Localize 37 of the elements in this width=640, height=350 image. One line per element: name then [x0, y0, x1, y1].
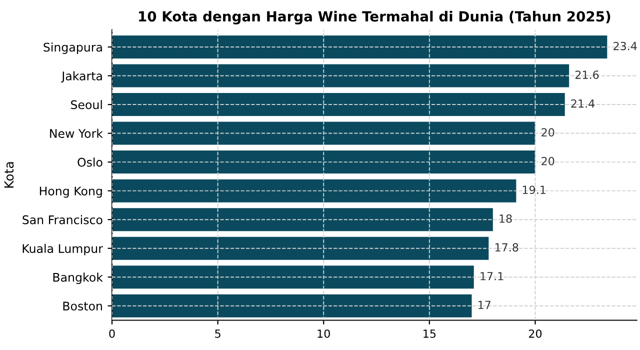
- y-axis-title: Kota: [4, 162, 14, 188]
- bar: [112, 122, 536, 145]
- bar: [112, 266, 474, 289]
- bar: [112, 294, 472, 318]
- bar: [112, 93, 565, 116]
- x-tick-label: 0: [109, 329, 115, 338]
- y-tick-label: San Francisco: [22, 215, 102, 224]
- data-label: 17.1: [480, 272, 504, 280]
- y-tick-label: Oslo: [78, 158, 102, 167]
- data-label: 20: [542, 128, 554, 137]
- y-tick-label: New York: [50, 128, 103, 138]
- bar: [112, 208, 493, 232]
- bar: [112, 179, 516, 202]
- data-label: 23.4: [614, 42, 637, 50]
- data-label: 17: [478, 300, 490, 309]
- data-label: 17.8: [495, 243, 518, 252]
- bar: [112, 64, 570, 88]
- chart-title: 10 Kota dengan Harga Wine Termahal di Dunia (Tahun 2025): [139, 10, 610, 24]
- x-tick-label: 20: [528, 329, 542, 338]
- y-tick-label: Seoul: [71, 100, 102, 110]
- data-label: 18: [500, 214, 512, 223]
- y-tick-label: Jakarta: [61, 71, 102, 83]
- y-tick-label: Bangkok: [53, 272, 103, 284]
- data-label: 21.4: [571, 99, 595, 108]
- y-tick-label: Boston: [63, 302, 102, 311]
- x-tick-label: 10: [318, 329, 330, 338]
- bar: [112, 36, 608, 59]
- y-tick-label: Singapura: [44, 42, 102, 54]
- data-label: 19.1: [522, 186, 546, 194]
- x-tick-label: 5: [215, 330, 220, 338]
- bar: [112, 150, 536, 174]
- y-tick-label: Kuala Lumpur: [22, 244, 103, 256]
- x-tick-label: 15: [424, 330, 436, 338]
- y-tick-label: Hong Kong: [40, 186, 102, 198]
- data-label: 21.6: [575, 70, 599, 79]
- bar: [112, 236, 489, 260]
- data-label: 20: [542, 156, 554, 166]
